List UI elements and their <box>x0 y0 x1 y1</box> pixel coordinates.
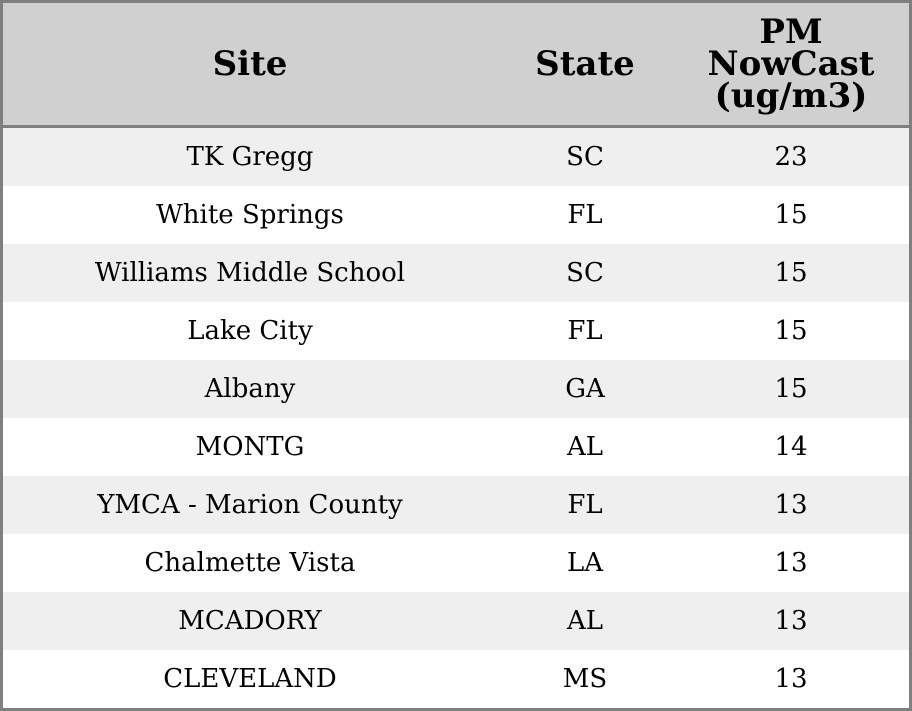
table-cell-site: White Springs <box>3 186 497 244</box>
table-cell-state: FL <box>497 302 673 360</box>
table-cell-site: YMCA - Marion County <box>3 476 497 534</box>
table-cell-pm-nowcast: 14 <box>673 418 909 476</box>
table-cell-site: TK Gregg <box>3 128 497 186</box>
header-site: Site <box>3 3 497 128</box>
table-cell-pm-nowcast: 13 <box>673 534 909 592</box>
table-cell-state: GA <box>497 360 673 418</box>
table-cell-state: AL <box>497 418 673 476</box>
table-cell-pm-nowcast: 13 <box>673 476 909 534</box>
table-cell-pm-nowcast: 13 <box>673 650 909 708</box>
table-cell-site: Williams Middle School <box>3 244 497 302</box>
table-cell-pm-nowcast: 13 <box>673 592 909 650</box>
table-cell-pm-nowcast: 15 <box>673 360 909 418</box>
table-cell-state: SC <box>497 244 673 302</box>
table-cell-state: AL <box>497 592 673 650</box>
table-cell-site: Chalmette Vista <box>3 534 497 592</box>
table-cell-state: MS <box>497 650 673 708</box>
data-table: Site State PM NowCast (ug/m3) TK Gregg SC… <box>3 3 909 708</box>
table-cell-pm-nowcast: 15 <box>673 244 909 302</box>
table-cell-state: FL <box>497 476 673 534</box>
table-cell-site: Lake City <box>3 302 497 360</box>
table-cell-state: LA <box>497 534 673 592</box>
table-cell-pm-nowcast: 15 <box>673 302 909 360</box>
header-pm-nowcast: PM NowCast (ug/m3) <box>673 3 909 128</box>
table-cell-pm-nowcast: 23 <box>673 128 909 186</box>
table-cell-site: Albany <box>3 360 497 418</box>
table-cell-site: MCADORY <box>3 592 497 650</box>
table-cell-site: CLEVELAND <box>3 650 497 708</box>
table-cell-state: SC <box>497 128 673 186</box>
table-cell-site: MONTG <box>3 418 497 476</box>
table-cell-state: FL <box>497 186 673 244</box>
table-cell-pm-nowcast: 15 <box>673 186 909 244</box>
header-state: State <box>497 3 673 128</box>
